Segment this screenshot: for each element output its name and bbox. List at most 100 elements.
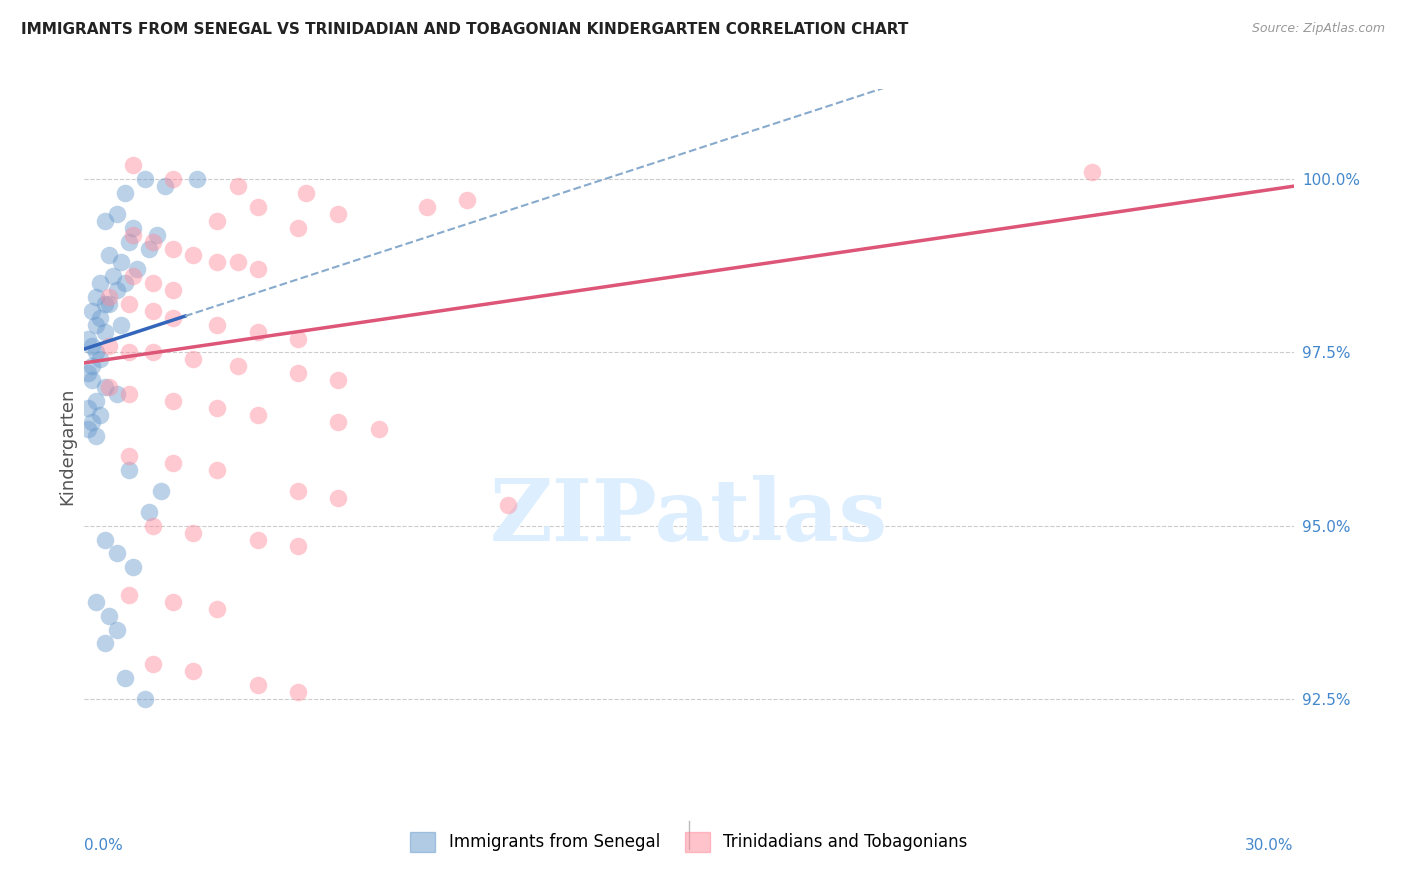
Point — [82, 359, 104, 374]
Point — [114, 671, 136, 685]
Point — [287, 366, 309, 380]
Point — [287, 483, 309, 498]
Point — [186, 172, 208, 186]
Point — [82, 304, 104, 318]
Point — [121, 227, 143, 242]
Point — [114, 276, 136, 290]
Point — [246, 262, 269, 277]
Point — [110, 318, 132, 332]
Point — [162, 456, 184, 470]
Point — [153, 179, 176, 194]
Point — [246, 200, 269, 214]
Point — [77, 332, 100, 346]
Point — [101, 269, 124, 284]
Point — [162, 310, 184, 325]
Point — [89, 408, 111, 422]
Point — [226, 179, 249, 194]
Point — [118, 235, 141, 249]
Point — [181, 525, 204, 540]
Point — [121, 269, 143, 284]
Point — [149, 483, 172, 498]
Point — [105, 387, 128, 401]
Point — [82, 415, 104, 429]
Point — [93, 636, 115, 650]
Point — [93, 380, 115, 394]
Point — [162, 283, 184, 297]
Point — [97, 338, 120, 352]
Point — [105, 283, 128, 297]
Legend: Immigrants from Senegal, Trinidadians and Tobagonians: Immigrants from Senegal, Trinidadians an… — [404, 825, 974, 859]
Point — [77, 366, 100, 380]
Point — [105, 546, 128, 560]
Point — [97, 380, 120, 394]
Point — [121, 158, 143, 172]
Point — [86, 290, 108, 304]
Point — [97, 297, 120, 311]
Point — [416, 200, 439, 214]
Point — [207, 602, 229, 616]
Point — [134, 691, 156, 706]
Point — [86, 318, 108, 332]
Point — [456, 193, 478, 207]
Point — [287, 332, 309, 346]
Point — [97, 248, 120, 262]
Point — [86, 394, 108, 409]
Point — [287, 685, 309, 699]
Point — [89, 352, 111, 367]
Point — [118, 463, 141, 477]
Text: IMMIGRANTS FROM SENEGAL VS TRINIDADIAN AND TOBAGONIAN KINDERGARTEN CORRELATION C: IMMIGRANTS FROM SENEGAL VS TRINIDADIAN A… — [21, 22, 908, 37]
Point — [118, 588, 141, 602]
Text: 0.0%: 0.0% — [84, 838, 124, 854]
Point — [142, 657, 165, 672]
Point — [328, 491, 350, 505]
Point — [367, 422, 389, 436]
Point — [86, 345, 108, 359]
Point — [207, 318, 229, 332]
Point — [181, 664, 204, 678]
Point — [246, 408, 269, 422]
Point — [226, 255, 249, 269]
Point — [328, 207, 350, 221]
Point — [142, 276, 165, 290]
Text: Source: ZipAtlas.com: Source: ZipAtlas.com — [1251, 22, 1385, 36]
Point — [118, 387, 141, 401]
Point — [110, 255, 132, 269]
Point — [82, 373, 104, 387]
Point — [93, 214, 115, 228]
Point — [207, 255, 229, 269]
Point — [142, 518, 165, 533]
Point — [86, 428, 108, 442]
Text: ZIPatlas: ZIPatlas — [489, 475, 889, 559]
Point — [134, 172, 156, 186]
Point — [287, 220, 309, 235]
Point — [125, 262, 148, 277]
Point — [246, 325, 269, 339]
Point — [93, 297, 115, 311]
Point — [114, 186, 136, 201]
Point — [146, 227, 169, 242]
Point — [138, 505, 160, 519]
Point — [89, 276, 111, 290]
Point — [246, 678, 269, 692]
Point — [118, 345, 141, 359]
Point — [207, 463, 229, 477]
Point — [226, 359, 249, 374]
Point — [142, 345, 165, 359]
Point — [77, 401, 100, 415]
Point — [89, 310, 111, 325]
Point — [93, 325, 115, 339]
Point — [207, 401, 229, 415]
Y-axis label: Kindergarten: Kindergarten — [58, 387, 76, 505]
Point — [162, 172, 184, 186]
Point — [162, 242, 184, 256]
Point — [93, 533, 115, 547]
Point — [97, 290, 120, 304]
Point — [142, 235, 165, 249]
Point — [121, 560, 143, 574]
Point — [162, 595, 184, 609]
Point — [328, 373, 350, 387]
Point — [181, 352, 204, 367]
Point — [86, 595, 108, 609]
Point — [97, 608, 120, 623]
Point — [295, 186, 318, 201]
